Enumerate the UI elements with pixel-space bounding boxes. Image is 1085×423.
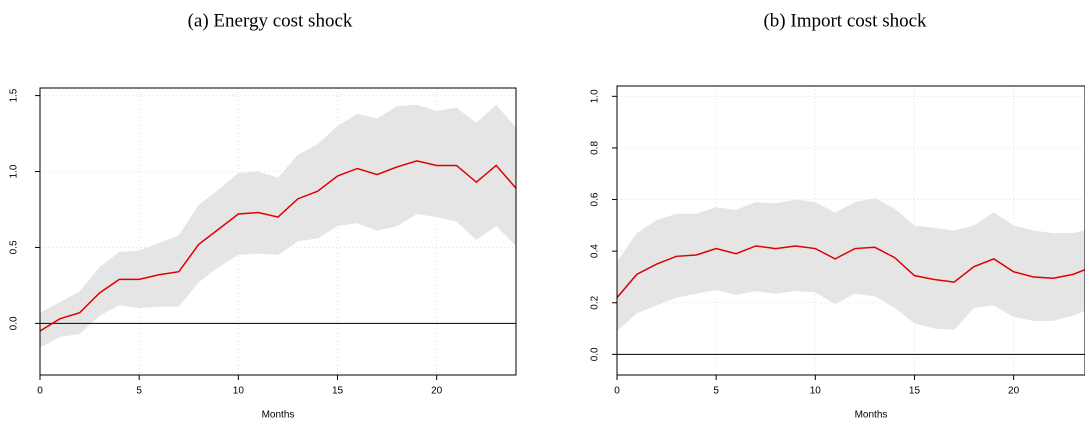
y-tick-label: 0.0 [590, 347, 601, 361]
x-tick-label: 10 [810, 386, 822, 397]
x-tick-label: 5 [136, 386, 142, 397]
x-tick-label: 20 [1008, 386, 1020, 397]
x-tick-label: 0 [614, 386, 620, 397]
y-tick-label: 0.6 [590, 192, 601, 206]
y-tick-label: 0.0 [9, 316, 20, 330]
y-tick-label: 0.8 [590, 141, 601, 155]
chart-title: (b) Import cost shock [763, 10, 927, 31]
line [40, 160, 516, 332]
y-tick-label: 1.5 [9, 88, 20, 102]
confidence-band [40, 104, 516, 348]
x-tick-label: 10 [233, 386, 245, 397]
plot-area [617, 86, 1085, 375]
x-tick-label: 0 [37, 386, 43, 397]
chart: (b) Import cost shock Months 0 5 10 15 20 0.0 0.… [590, 10, 1085, 421]
plot-area [40, 88, 516, 375]
x-tick-label: 15 [332, 386, 344, 397]
plot-frame [616, 85, 1085, 376]
x-tick-label: 20 [431, 386, 443, 397]
chart: (a) Energy cost shock Months 0 5 10 15 20 0.0 0.… [9, 10, 517, 421]
y-tick-label: 1.0 [590, 89, 601, 103]
y-tick-label: 0.5 [9, 240, 20, 254]
confidence-band [617, 198, 1085, 332]
x-tick-label: 5 [713, 386, 719, 397]
y-tick-label: 0.2 [590, 295, 601, 309]
x-axis-label: Months [262, 410, 295, 421]
chart-title: (a) Energy cost shock [188, 10, 353, 31]
line [617, 245, 1085, 299]
y-tick-label: 1.0 [9, 164, 20, 178]
x-tick-label: 15 [909, 386, 921, 397]
x-axis-label: Months [855, 410, 888, 421]
y-tick-label: 0.4 [590, 244, 601, 258]
plot-frame [39, 87, 517, 376]
